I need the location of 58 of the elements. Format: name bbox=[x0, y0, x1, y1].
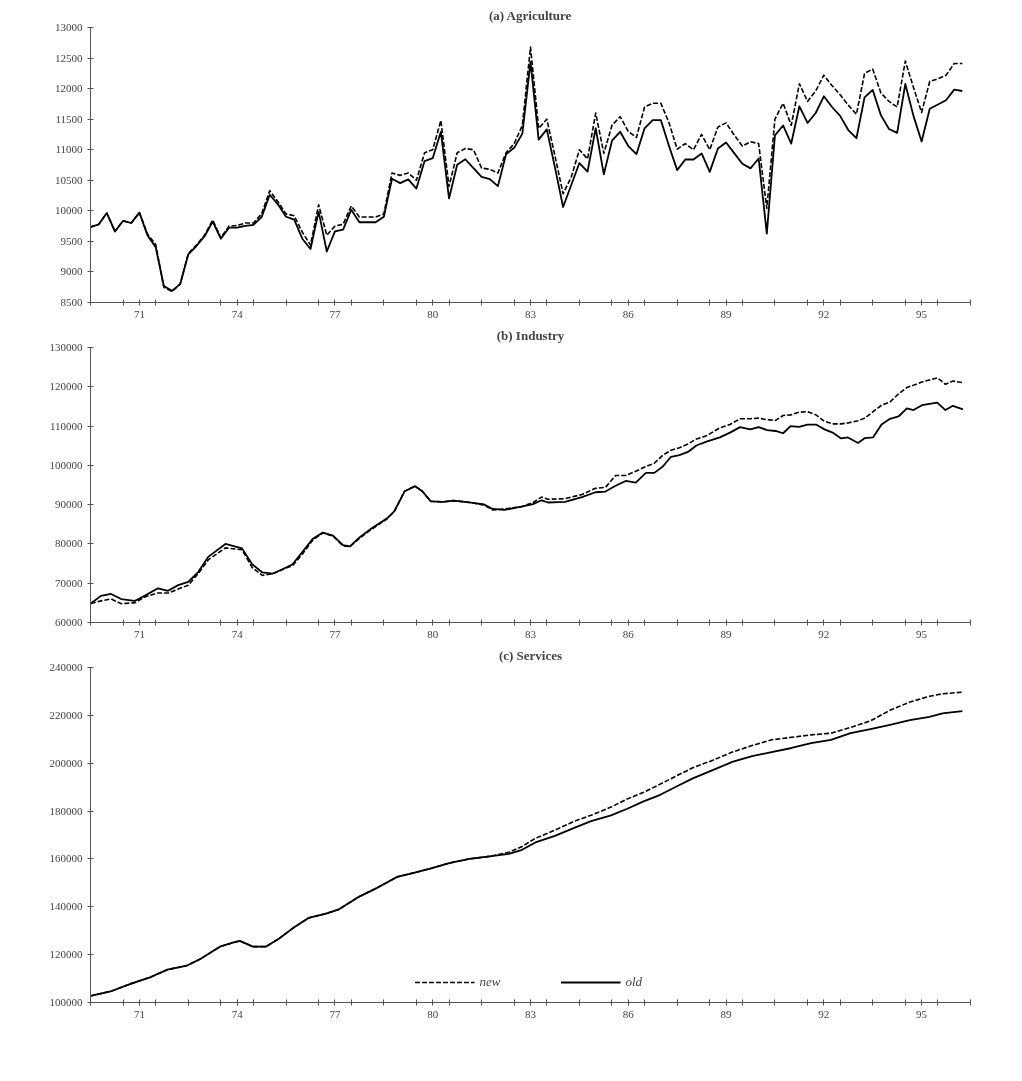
y-tick-label: 240000 bbox=[49, 661, 83, 673]
x-tick-label: 89 bbox=[720, 627, 733, 640]
x-tick-label: 71 bbox=[133, 1007, 145, 1020]
x-tick-label: 89 bbox=[720, 1007, 733, 1020]
y-tick-label: 70000 bbox=[55, 576, 83, 589]
x-tick-label: 77 bbox=[329, 1007, 341, 1020]
y-tick-label: 140000 bbox=[49, 900, 83, 913]
x-tick-label: 74 bbox=[231, 627, 244, 640]
y-tick-label: 180000 bbox=[49, 804, 83, 817]
y-tick-label: 11000 bbox=[55, 143, 83, 156]
x-tick-label: 71 bbox=[133, 307, 145, 320]
y-tick-label: 10000 bbox=[55, 204, 83, 217]
y-tick-label: 100000 bbox=[49, 458, 83, 471]
x-tick-label: 77 bbox=[329, 307, 341, 320]
y-tick-label: 120000 bbox=[49, 380, 83, 393]
y-tick-label: 90000 bbox=[55, 498, 83, 511]
x-tick-label: 86 bbox=[622, 307, 635, 320]
legend-label: new bbox=[479, 974, 501, 990]
x-tick-label: 95 bbox=[916, 307, 928, 320]
y-tick-label: 200000 bbox=[49, 756, 83, 769]
y-tick-label: 100000 bbox=[49, 996, 83, 1008]
x-tick-label: 89 bbox=[720, 307, 733, 320]
y-tick-label: 220000 bbox=[49, 708, 83, 721]
y-tick-label: 9500 bbox=[60, 234, 83, 247]
chart-title: (c) Services bbox=[498, 647, 563, 663]
y-tick-label: 130000 bbox=[49, 341, 83, 353]
x-tick-label: 92 bbox=[818, 627, 830, 640]
x-tick-label: 71 bbox=[133, 627, 145, 640]
chart-title: (a) Agriculture bbox=[488, 7, 572, 23]
x-tick-label: 95 bbox=[916, 1007, 928, 1020]
y-tick-label: 60000 bbox=[55, 616, 83, 628]
x-tick-label: 83 bbox=[525, 1007, 537, 1020]
y-tick-label: 11500 bbox=[55, 112, 83, 125]
y-tick-label: 110000 bbox=[49, 419, 83, 432]
x-tick-label: 80 bbox=[427, 627, 439, 640]
x-tick-label: 83 bbox=[525, 627, 537, 640]
x-tick-label: 92 bbox=[818, 1007, 830, 1020]
y-tick-label: 8500 bbox=[60, 296, 83, 308]
y-tick-label: 160000 bbox=[49, 852, 83, 865]
x-tick-label: 80 bbox=[427, 307, 439, 320]
legend-label: old bbox=[625, 974, 644, 990]
y-tick-label: 10500 bbox=[55, 173, 83, 186]
x-tick-label: 80 bbox=[427, 1007, 439, 1020]
y-tick-label: 80000 bbox=[55, 537, 83, 550]
x-tick-label: 92 bbox=[818, 307, 830, 320]
x-tick-label: 86 bbox=[622, 1007, 635, 1020]
y-tick-label: 12000 bbox=[55, 82, 83, 95]
x-tick-label: 74 bbox=[231, 1007, 244, 1020]
x-tick-label: 95 bbox=[916, 627, 928, 640]
y-tick-label: 120000 bbox=[49, 948, 83, 961]
y-tick-label: 9000 bbox=[60, 265, 83, 278]
y-tick-label: 12500 bbox=[55, 51, 83, 64]
y-tick-label: 13000 bbox=[55, 21, 83, 33]
x-tick-label: 74 bbox=[231, 307, 244, 320]
x-tick-label: 77 bbox=[329, 627, 341, 640]
x-tick-label: 83 bbox=[525, 307, 537, 320]
x-tick-label: 86 bbox=[622, 627, 635, 640]
chart-title: (b) Industry bbox=[496, 327, 565, 343]
